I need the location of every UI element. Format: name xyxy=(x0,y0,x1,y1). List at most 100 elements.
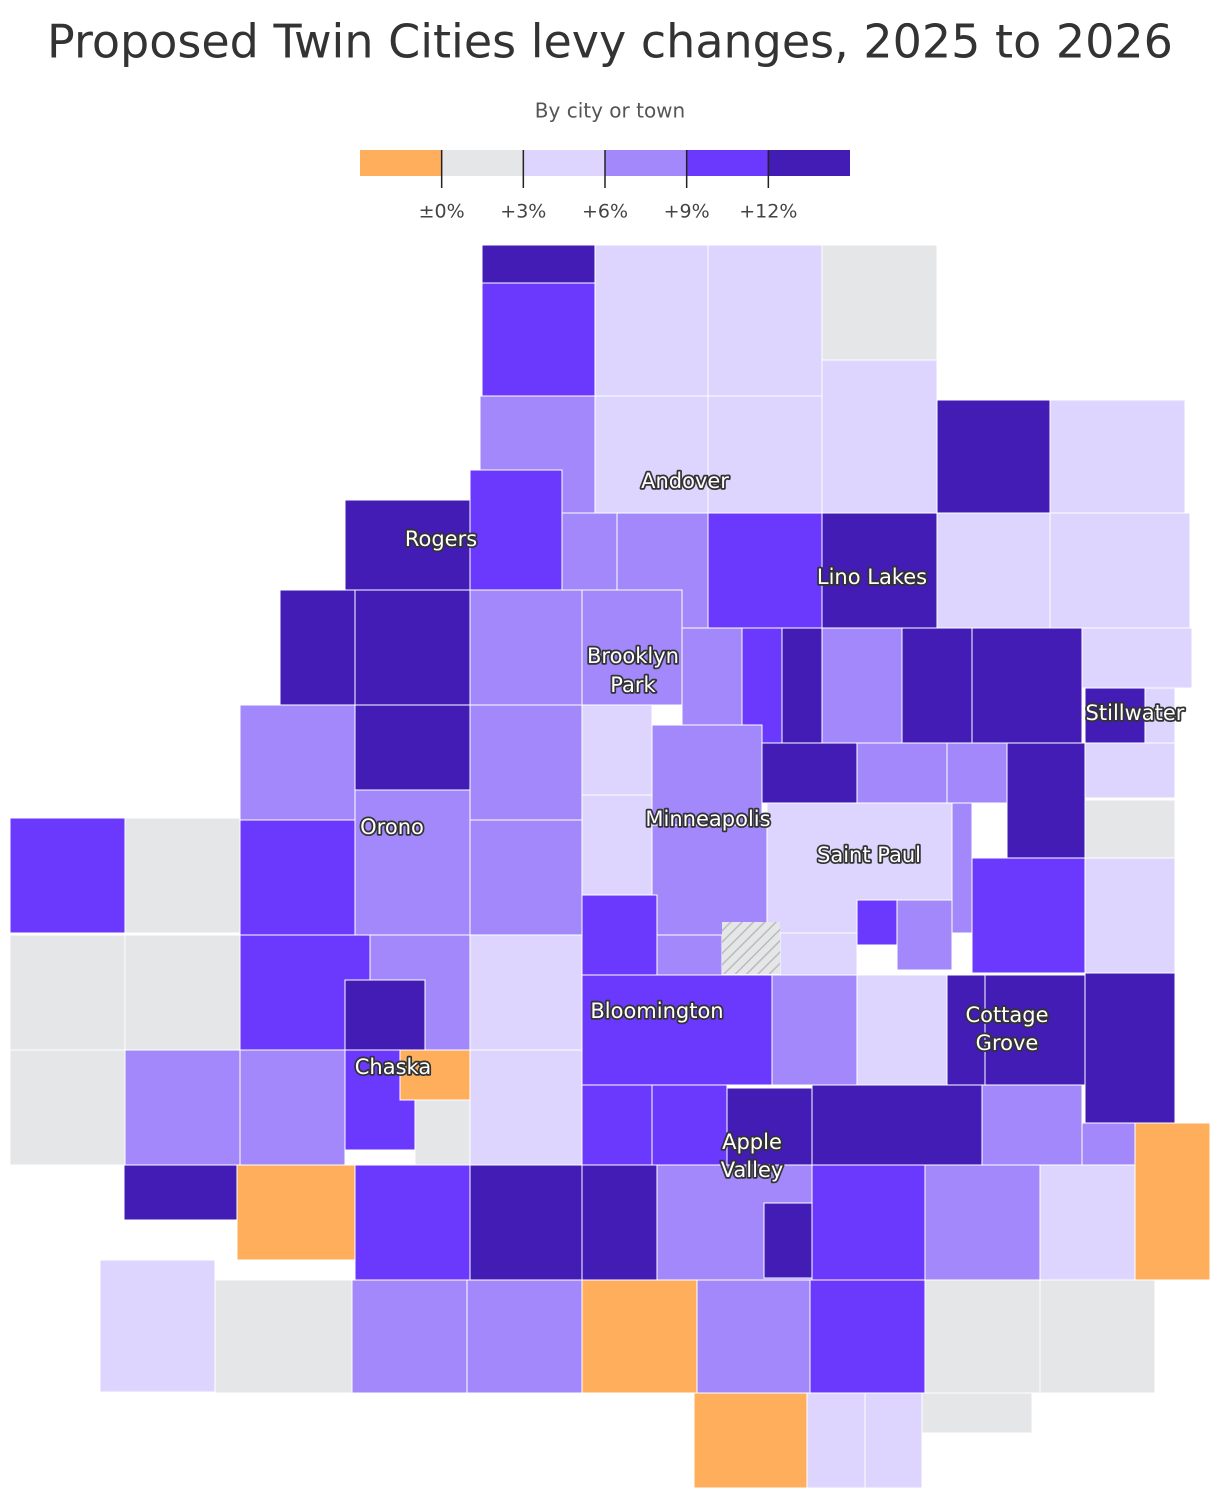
region xyxy=(651,724,763,826)
region xyxy=(561,512,618,591)
region xyxy=(901,627,973,744)
region xyxy=(696,1279,811,1394)
region xyxy=(594,395,709,514)
region xyxy=(1049,399,1186,514)
city-label: Lino Lakes xyxy=(817,565,927,589)
region xyxy=(936,399,1051,514)
legend-label: +9% xyxy=(664,201,710,223)
region xyxy=(581,704,653,796)
region xyxy=(921,1392,1033,1434)
region xyxy=(924,1279,1041,1394)
map xyxy=(9,244,1211,1489)
region xyxy=(354,589,471,706)
region xyxy=(781,627,823,744)
city-label: Apple Valley xyxy=(721,1130,784,1182)
region xyxy=(681,627,743,744)
city-label: Chaska xyxy=(355,1055,431,1079)
region xyxy=(811,1164,926,1281)
region xyxy=(821,244,938,361)
region xyxy=(124,1049,241,1166)
region xyxy=(279,589,356,706)
region xyxy=(581,974,773,1086)
region xyxy=(806,1392,866,1489)
region xyxy=(1084,972,1176,1124)
region xyxy=(761,742,858,804)
region xyxy=(1144,687,1176,744)
legend-swatch xyxy=(686,150,769,176)
region xyxy=(779,932,858,976)
city-label: Andover xyxy=(641,469,729,493)
region xyxy=(581,1279,698,1394)
region xyxy=(354,789,471,936)
region xyxy=(469,819,583,936)
region xyxy=(1039,1164,1136,1281)
region xyxy=(651,824,768,936)
region xyxy=(581,894,658,976)
region xyxy=(936,512,1051,629)
region xyxy=(951,802,973,934)
region xyxy=(481,282,596,397)
legend-label: ±0% xyxy=(419,201,465,223)
region xyxy=(469,589,583,706)
region xyxy=(821,512,938,629)
legend: ±0% +3% +6% +9% +12% xyxy=(360,150,850,223)
region xyxy=(656,934,723,976)
region xyxy=(693,1392,808,1489)
region xyxy=(1006,742,1086,859)
region xyxy=(9,1049,126,1166)
region xyxy=(594,244,709,397)
region xyxy=(581,1084,653,1166)
region xyxy=(971,627,1083,744)
no-data-region xyxy=(722,922,780,974)
region xyxy=(344,979,426,1051)
region xyxy=(239,819,356,936)
region xyxy=(707,512,823,629)
city-label: Saint Paul xyxy=(817,843,921,867)
city-label: Bloomington xyxy=(590,999,723,1023)
region xyxy=(469,704,583,821)
region xyxy=(651,1084,728,1166)
legend-label: +3% xyxy=(500,201,546,223)
region xyxy=(771,974,858,1086)
region xyxy=(9,934,126,1051)
city-label: Rogers xyxy=(405,527,477,551)
region xyxy=(354,704,471,791)
subtitle: By city or town xyxy=(535,99,685,123)
region xyxy=(469,469,563,591)
region xyxy=(946,742,1008,804)
region xyxy=(239,704,356,821)
region xyxy=(581,794,653,896)
legend-swatch xyxy=(523,150,605,176)
city-label: Minneapolis xyxy=(645,807,770,831)
region xyxy=(984,974,1086,1086)
region xyxy=(809,1279,926,1394)
region xyxy=(821,627,903,744)
region xyxy=(1134,1122,1211,1281)
region xyxy=(9,817,126,934)
region xyxy=(856,742,948,804)
region xyxy=(99,1259,216,1393)
region xyxy=(466,1279,583,1394)
region xyxy=(469,934,583,1051)
region xyxy=(1084,857,1176,974)
legend-swatch xyxy=(605,150,687,176)
region xyxy=(971,857,1086,974)
region xyxy=(1084,687,1146,744)
region xyxy=(1049,512,1191,629)
region xyxy=(399,1049,471,1101)
legend-swatch xyxy=(360,150,442,176)
region xyxy=(414,1099,471,1166)
region xyxy=(856,899,898,946)
legend-label: +6% xyxy=(582,201,628,223)
region xyxy=(707,244,823,397)
region xyxy=(856,974,948,1086)
title: Proposed Twin Cities levy changes, 2025 … xyxy=(47,15,1173,69)
region xyxy=(354,1164,471,1281)
city-label: Cottage Grove xyxy=(965,1003,1048,1055)
region xyxy=(1084,742,1176,799)
region xyxy=(581,589,683,706)
region xyxy=(214,1279,353,1394)
region xyxy=(236,1164,356,1261)
region xyxy=(1081,1122,1136,1166)
